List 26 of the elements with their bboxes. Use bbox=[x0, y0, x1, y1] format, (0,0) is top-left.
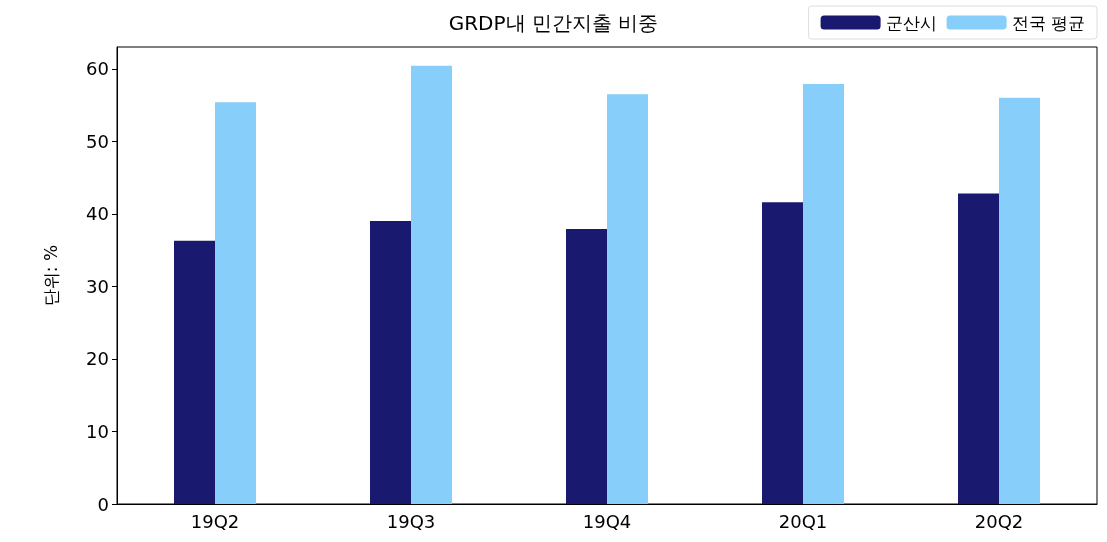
bar bbox=[958, 193, 999, 504]
legend-label: 전국 평균 bbox=[1011, 12, 1085, 33]
bar bbox=[215, 102, 256, 504]
x-tick-label: 19Q4 bbox=[582, 510, 632, 532]
y-axis-title: 단위: % bbox=[40, 244, 61, 307]
bar bbox=[370, 221, 411, 504]
bar bbox=[411, 65, 452, 504]
bar bbox=[174, 240, 215, 504]
x-tick-label: 19Q2 bbox=[190, 510, 240, 532]
x-tick-label: 20Q1 bbox=[778, 510, 828, 532]
chart-title: GRDP내 민간지출 비중 bbox=[448, 11, 659, 35]
bar bbox=[566, 229, 607, 504]
legend-label: 군산시 bbox=[885, 12, 937, 33]
bar bbox=[762, 202, 803, 504]
y-tick-label: 10 bbox=[86, 420, 109, 442]
x-tick-label: 19Q3 bbox=[386, 510, 436, 532]
y-tick-label: 40 bbox=[86, 203, 109, 225]
x-tick-label: 20Q2 bbox=[974, 510, 1024, 532]
bar bbox=[803, 84, 844, 504]
y-tick-label: 20 bbox=[86, 348, 109, 370]
bar bbox=[999, 97, 1040, 504]
y-tick-label: 30 bbox=[86, 275, 109, 297]
y-tick-label: 60 bbox=[86, 58, 109, 80]
y-tick-label: 0 bbox=[97, 493, 109, 515]
y-tick-label: 50 bbox=[86, 130, 109, 152]
bar bbox=[607, 94, 648, 504]
